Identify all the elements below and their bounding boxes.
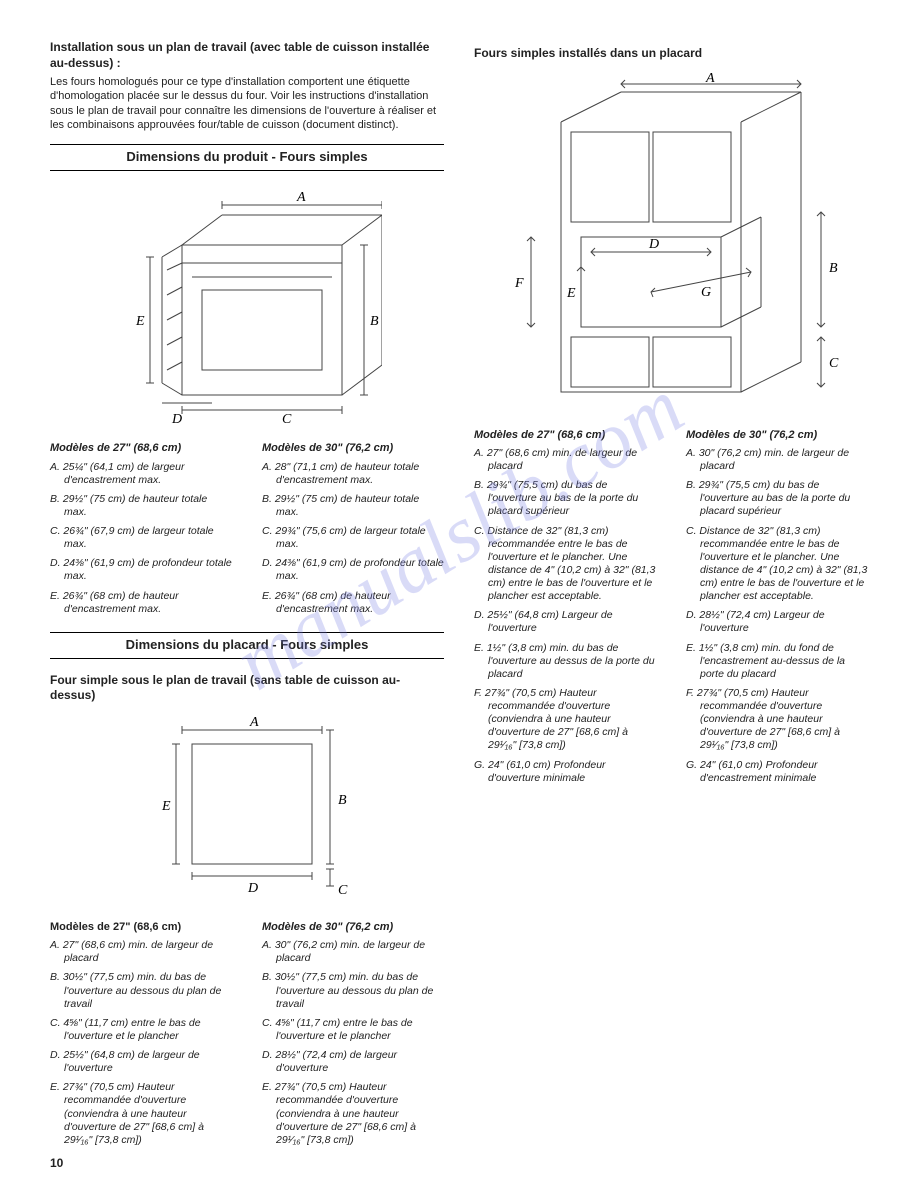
spec-item: B. 30½" (77,5 cm) min. du bas de l'ouver… <box>262 971 444 1010</box>
oven-3d-diagram: A B C D E <box>50 185 444 425</box>
spec-item: B. 29¾" (75,5 cm) du bas de l'ouverture … <box>686 479 868 518</box>
install-heading: Installation sous un plan de travail (av… <box>50 40 444 71</box>
cab-30-col: Modèles de 30" (76,2 cm) A. 30" (76,2 cm… <box>686 424 868 791</box>
svg-text:C: C <box>282 412 292 425</box>
cab-27-head: Modèles de 27" (68,6 cm) <box>474 428 656 442</box>
product-30-list: A. 28" (71,1 cm) de hauteur totale d'enc… <box>262 461 444 616</box>
spec-item: C. 26¾" (67,9 cm) de largeur totale max. <box>50 525 232 551</box>
spec-item: G. 24" (61,0 cm) Profondeur d'encastreme… <box>686 759 868 785</box>
spec-item: A. 30" (76,2 cm) min. de largeur de plac… <box>686 447 868 473</box>
cab-27-list: A. 27" (68,6 cm) min. de largeur de plac… <box>474 447 656 785</box>
main-row: Installation sous un plan de travail (av… <box>50 40 868 1153</box>
svg-text:C: C <box>338 883 348 898</box>
svg-text:B: B <box>829 261 838 276</box>
spec-item: E. 27¾" (70,5 cm) Hauteur recommandée d'… <box>50 1081 232 1147</box>
spec-item: A. 27" (68,6 cm) min. de largeur de plac… <box>50 939 232 965</box>
spec-item: C. 4⅝" (11,7 cm) entre le bas de l'ouver… <box>50 1017 232 1043</box>
svg-text:A: A <box>249 715 259 730</box>
install-para: Les fours homologués pour ce type d'inst… <box>50 75 444 132</box>
under-27-list: A. 27" (68,6 cm) min. de largeur de plac… <box>50 939 232 1147</box>
svg-text:D: D <box>247 881 258 896</box>
spec-item: F. 27¾" (70,5 cm) Hauteur recommandée d'… <box>686 687 868 753</box>
svg-text:E: E <box>566 286 576 301</box>
svg-text:A: A <box>296 190 306 205</box>
cabinet-specs-row: Modèles de 27" (68,6 cm) A. 27" (68,6 cm… <box>474 424 868 791</box>
spec-item: D. 25½" (64,8 cm) de largeur de l'ouvert… <box>50 1049 232 1075</box>
spec-item: D. 28½" (72,4 cm) de largeur d'ouverture <box>262 1049 444 1075</box>
under-27-head: Modèles de 27" (68,6 cm) <box>50 920 232 934</box>
svg-text:G: G <box>701 285 711 300</box>
spec-item: B. 29½" (75 cm) de hauteur totale max. <box>262 493 444 519</box>
spec-item: E. 27¾" (70,5 cm) Hauteur recommandée d'… <box>262 1081 444 1147</box>
spec-item: D. 24⅜" (61,9 cm) de profondeur totale m… <box>262 557 444 583</box>
product-30-head: Modèles de 30" (76,2 cm) <box>262 441 444 455</box>
svg-text:E: E <box>161 799 171 814</box>
under-counter-head: Four simple sous le plan de travail (san… <box>50 673 444 704</box>
product-30-col: Modèles de 30" (76,2 cm) A. 28" (71,1 cm… <box>262 437 444 622</box>
spec-item: F. 27¾" (70,5 cm) Hauteur recommandée d'… <box>474 687 656 753</box>
svg-text:D: D <box>171 412 182 425</box>
svg-text:B: B <box>338 793 347 808</box>
spec-item: D. 25½" (64,8 cm) Largeur de l'ouverture <box>474 609 656 635</box>
spec-item: B. 29½" (75 cm) de hauteur totale max. <box>50 493 232 519</box>
spec-item: A. 28" (71,1 cm) de hauteur totale d'enc… <box>262 461 444 487</box>
spec-item: B. 29¾" (75,5 cm) du bas de l'ouverture … <box>474 479 656 518</box>
under-30-list: A. 30" (76,2 cm) min. de largeur de plac… <box>262 939 444 1147</box>
svg-text:B: B <box>370 314 379 329</box>
under-specs-row: Modèles de 27" (68,6 cm) A. 27" (68,6 cm… <box>50 916 444 1153</box>
svg-text:C: C <box>829 356 839 371</box>
under-27-col: Modèles de 27" (68,6 cm) A. 27" (68,6 cm… <box>50 916 232 1153</box>
cabinet-head: Fours simples installés dans un placard <box>474 46 868 62</box>
spec-item: A. 30" (76,2 cm) min. de largeur de plac… <box>262 939 444 965</box>
spec-item: C. 29¾" (75,6 cm) de largeur totale max. <box>262 525 444 551</box>
cab-30-head: Modèles de 30" (76,2 cm) <box>686 428 868 442</box>
spec-item: E. 26¾" (68 cm) de hauteur d'encastremen… <box>262 590 444 616</box>
svg-text:D: D <box>648 237 659 252</box>
cabinet-3d-diagram: A B C D E F G <box>474 72 868 412</box>
spec-item: D. 28½" (72,4 cm) Largeur de l'ouverture <box>686 609 868 635</box>
under-30-col: Modèles de 30" (76,2 cm) A. 30" (76,2 cm… <box>262 916 444 1153</box>
cutout-2d-diagram: A B C D E <box>50 714 444 904</box>
spec-item: E. 1½" (3,8 cm) min. du fond de l'encast… <box>686 642 868 681</box>
product-27-col: Modèles de 27" (68,6 cm) A. 25¼" (64,1 c… <box>50 437 232 622</box>
spec-item: A. 25¼" (64,1 cm) de largeur d'encastrem… <box>50 461 232 487</box>
under-30-head: Modèles de 30" (76,2 cm) <box>262 920 444 934</box>
spec-item: B. 30½" (77,5 cm) min. du bas de l'ouver… <box>50 971 232 1010</box>
product-specs-row: Modèles de 27" (68,6 cm) A. 25¼" (64,1 c… <box>50 437 444 622</box>
spec-item: C. Distance de 32" (81,3 cm) recommandée… <box>686 525 868 604</box>
spec-item: E. 26¾" (68 cm) de hauteur d'encastremen… <box>50 590 232 616</box>
spec-item: C. Distance de 32" (81,3 cm) recommandée… <box>474 525 656 604</box>
spec-item: D. 24⅜" (61,9 cm) de profondeur totale m… <box>50 557 232 583</box>
svg-text:A: A <box>705 72 715 86</box>
spec-item: E. 1½" (3,8 cm) min. du bas de l'ouvertu… <box>474 642 656 681</box>
spec-item: A. 27" (68,6 cm) min. de largeur de plac… <box>474 447 656 473</box>
left-column: Installation sous un plan de travail (av… <box>50 40 444 1153</box>
spec-item: G. 24" (61,0 cm) Profondeur d'ouverture … <box>474 759 656 785</box>
product-27-head: Modèles de 27" (68,6 cm) <box>50 441 232 455</box>
product-27-list: A. 25¼" (64,1 cm) de largeur d'encastrem… <box>50 461 232 616</box>
cab-30-list: A. 30" (76,2 cm) min. de largeur de plac… <box>686 447 868 785</box>
page-number: 10 <box>50 1156 63 1172</box>
right-column: Fours simples installés dans un placard <box>474 40 868 1153</box>
section-dimensions-placard: Dimensions du placard - Fours simples <box>50 632 444 659</box>
cab-27-col: Modèles de 27" (68,6 cm) A. 27" (68,6 cm… <box>474 424 656 791</box>
svg-text:E: E <box>135 314 145 329</box>
spec-item: C. 4⅝" (11,7 cm) entre le bas de l'ouver… <box>262 1017 444 1043</box>
svg-text:F: F <box>514 276 524 291</box>
section-dimensions-produit: Dimensions du produit - Fours simples <box>50 144 444 171</box>
